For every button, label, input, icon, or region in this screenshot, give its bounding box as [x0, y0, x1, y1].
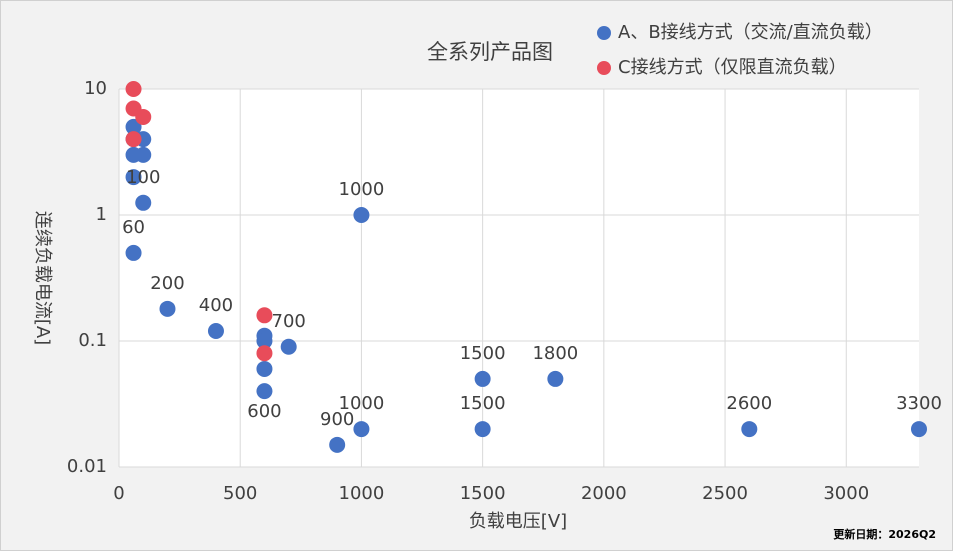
data-point: [474, 370, 491, 387]
data-point: [125, 244, 142, 261]
legend-marker: [597, 61, 611, 75]
y-axis-label: 连续负载电流[A]: [32, 211, 53, 345]
data-point: [125, 118, 142, 135]
footer-note: 更新日期：2026Q2: [833, 527, 936, 541]
data-point: [256, 345, 273, 362]
data-point: [135, 194, 152, 211]
x-axis-label: 负载电压[V]: [469, 511, 567, 532]
y-tick-label: 1: [96, 204, 107, 225]
data-point: [353, 207, 370, 223]
data-point: [125, 131, 142, 148]
data-point: [207, 323, 224, 340]
data-point: [125, 169, 142, 186]
data-label: 100: [126, 167, 160, 188]
data-label: 1000: [339, 393, 385, 414]
data-point: [547, 370, 564, 387]
data-label: 1800: [532, 343, 578, 364]
data-label: 400: [199, 295, 233, 316]
data-point: [135, 108, 152, 125]
data-point: [135, 146, 152, 163]
chart-title: 全系列产品图: [427, 40, 553, 64]
legend-label: A、B接线方式（交流/直流负载）: [618, 22, 883, 43]
data-point: [256, 383, 273, 400]
data-point: [256, 360, 273, 377]
data-point: [159, 300, 176, 317]
data-label: 3300: [896, 393, 942, 414]
y-tick-label: 0.1: [78, 330, 107, 351]
x-tick-label: 2000: [581, 483, 627, 504]
y-tick-label: 0.01: [67, 456, 107, 477]
data-point: [911, 421, 927, 438]
legend-label: C接线方式（仅限直流负载）: [618, 57, 847, 78]
x-tick-label: 1000: [339, 483, 385, 504]
data-point: [256, 333, 273, 349]
data-label: 60: [122, 217, 145, 238]
data-point: [256, 307, 273, 324]
x-tick-label: 500: [223, 483, 257, 504]
x-tick-label: 3000: [823, 483, 869, 504]
x-tick-label: 2500: [702, 483, 748, 504]
data-label: 2600: [726, 393, 772, 414]
y-tick-label: 10: [84, 78, 107, 99]
data-point: [125, 81, 142, 97]
plot-area: [119, 89, 919, 467]
data-label: 1500: [460, 343, 506, 364]
data-label: 200: [150, 273, 184, 294]
data-label: 1500: [460, 393, 506, 414]
data-point: [741, 421, 758, 438]
x-tick-label: 1500: [460, 483, 506, 504]
data-point: [353, 421, 370, 438]
data-label: 1000: [339, 179, 385, 200]
data-point: [329, 436, 346, 453]
data-point: [474, 421, 491, 438]
x-tick-label: 0: [113, 483, 124, 504]
data-label: 900: [320, 409, 354, 430]
legend-marker: [597, 26, 611, 40]
data-point: [280, 338, 297, 355]
data-label: 600: [247, 401, 281, 422]
data-label: 700: [272, 311, 306, 332]
